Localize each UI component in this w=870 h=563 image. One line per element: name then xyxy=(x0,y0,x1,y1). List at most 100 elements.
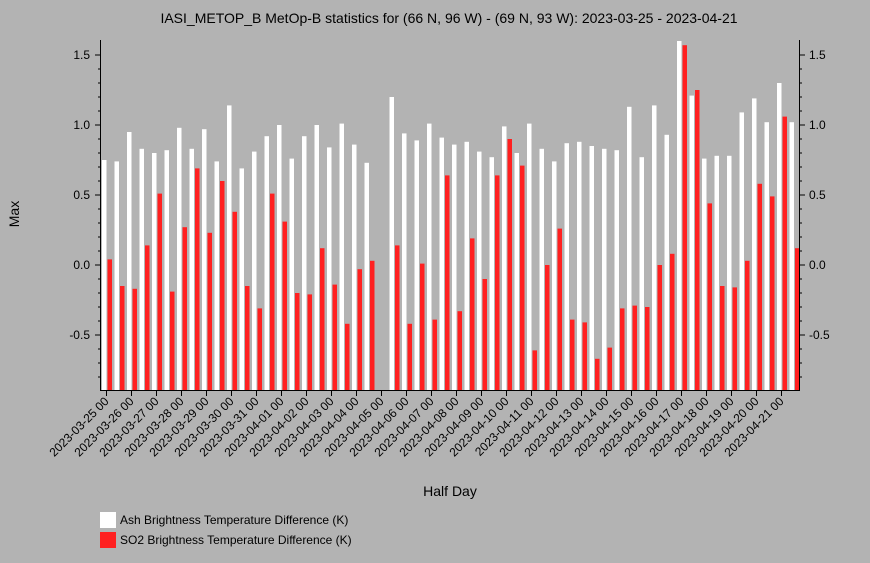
bar-ash xyxy=(752,98,757,391)
legend-label-so2: SO2 Brightness Temperature Difference (K… xyxy=(120,533,352,547)
bar-so2 xyxy=(545,265,550,390)
bar-so2 xyxy=(720,286,725,390)
bar-ash xyxy=(189,148,194,390)
bar-so2 xyxy=(532,350,537,390)
bar-ash xyxy=(689,95,694,390)
bar-ash xyxy=(777,83,782,390)
bar-ash xyxy=(527,123,532,390)
legend-label-ash: Ash Brightness Temperature Difference (K… xyxy=(120,513,348,527)
bar-ash xyxy=(652,105,657,391)
bar-ash xyxy=(414,140,419,390)
bar-so2 xyxy=(120,286,125,390)
bar-so2 xyxy=(157,193,162,390)
bar-so2 xyxy=(420,263,425,390)
y-tick-label-left: 1.0 xyxy=(73,118,90,132)
x-axis-label: Half Day xyxy=(423,483,477,499)
bar-ash xyxy=(402,133,407,390)
y-tick-label-left: 1.5 xyxy=(73,48,90,62)
bar-ash xyxy=(327,147,332,390)
legend-swatch-ash xyxy=(100,512,116,528)
bar-so2 xyxy=(320,248,325,390)
bar-ash xyxy=(152,153,157,390)
bars-ash xyxy=(102,41,794,391)
bar-so2 xyxy=(670,253,675,390)
y-tick-label-right: 0.0 xyxy=(809,258,826,272)
bar-ash xyxy=(364,162,369,390)
bar-ash xyxy=(389,97,394,390)
bars-so2 xyxy=(107,45,800,390)
bar-ash xyxy=(589,146,594,390)
bar-ash xyxy=(702,158,707,390)
bar-so2 xyxy=(770,196,775,390)
y-tick-label-left: -0.5 xyxy=(69,328,90,342)
legend-swatch-so2 xyxy=(100,532,116,548)
y-tick-label-left: 0.0 xyxy=(73,258,90,272)
bar-so2 xyxy=(482,279,487,390)
bar-so2 xyxy=(520,165,525,390)
y-ticks: -0.5 -0.5 0.0 0.0 0.5 0.5 1.0 1.0 1.5 1.5 xyxy=(69,48,830,378)
bar-ash xyxy=(477,151,482,390)
bar-ash xyxy=(564,143,569,390)
bar-ash xyxy=(302,136,307,390)
bar-ash xyxy=(314,125,319,390)
bar-ash xyxy=(264,136,269,390)
bar-so2 xyxy=(682,45,687,390)
axes xyxy=(100,40,800,391)
bar-ash xyxy=(239,168,244,390)
bar-ash xyxy=(639,157,644,390)
bar-ash xyxy=(252,151,257,390)
bar-ash xyxy=(114,161,119,390)
bar-ash xyxy=(202,129,207,390)
legend: Ash Brightness Temperature Difference (K… xyxy=(100,512,352,548)
bar-ash xyxy=(427,123,432,390)
bar-so2 xyxy=(332,284,337,390)
y-tick-label-right: 0.5 xyxy=(809,188,826,202)
bar-so2 xyxy=(220,181,225,390)
bar-so2 xyxy=(232,211,237,390)
bar-ash xyxy=(739,112,744,391)
bar-so2 xyxy=(395,245,400,390)
y-tick-label-right: -0.5 xyxy=(809,328,830,342)
bar-ash xyxy=(514,153,519,390)
bar-so2 xyxy=(257,308,262,390)
y-tick-label-right: 1.5 xyxy=(809,48,826,62)
bar-ash xyxy=(727,155,732,390)
bar-so2 xyxy=(245,286,250,390)
bar-so2 xyxy=(145,245,150,390)
bar-so2 xyxy=(607,347,612,390)
bar-so2 xyxy=(695,90,700,390)
bar-so2 xyxy=(132,288,137,390)
bar-ash xyxy=(439,137,444,390)
bar-so2 xyxy=(645,307,650,390)
bar-so2 xyxy=(207,232,212,390)
bar-ash xyxy=(277,125,282,390)
bar-so2 xyxy=(782,116,787,390)
bar-ash xyxy=(502,126,507,391)
bar-ash xyxy=(227,105,232,391)
bar-ash xyxy=(789,122,794,390)
bar-so2 xyxy=(195,168,200,390)
chart-title: IASI_METOP_B MetOp-B statistics for (66 … xyxy=(160,10,737,26)
bar-so2 xyxy=(495,175,500,390)
bar-so2 xyxy=(757,183,762,390)
bar-ash xyxy=(352,144,357,390)
bar-so2 xyxy=(732,287,737,390)
bar-ash xyxy=(627,106,632,391)
bar-so2 xyxy=(370,260,375,390)
bar-ash xyxy=(489,157,494,390)
bar-ash xyxy=(139,148,144,390)
bar-so2 xyxy=(745,260,750,390)
bar-so2 xyxy=(620,308,625,390)
bar-so2 xyxy=(570,319,575,390)
bar-ash xyxy=(602,148,607,390)
bar-so2 xyxy=(282,221,287,390)
bar-ash xyxy=(614,150,619,390)
bar-so2 xyxy=(707,203,712,390)
bar-ash xyxy=(539,148,544,390)
bar-so2 xyxy=(557,228,562,390)
bar-ash xyxy=(452,144,457,390)
bar-so2 xyxy=(345,323,350,390)
bar-ash xyxy=(664,134,669,390)
bar-so2 xyxy=(595,358,600,390)
